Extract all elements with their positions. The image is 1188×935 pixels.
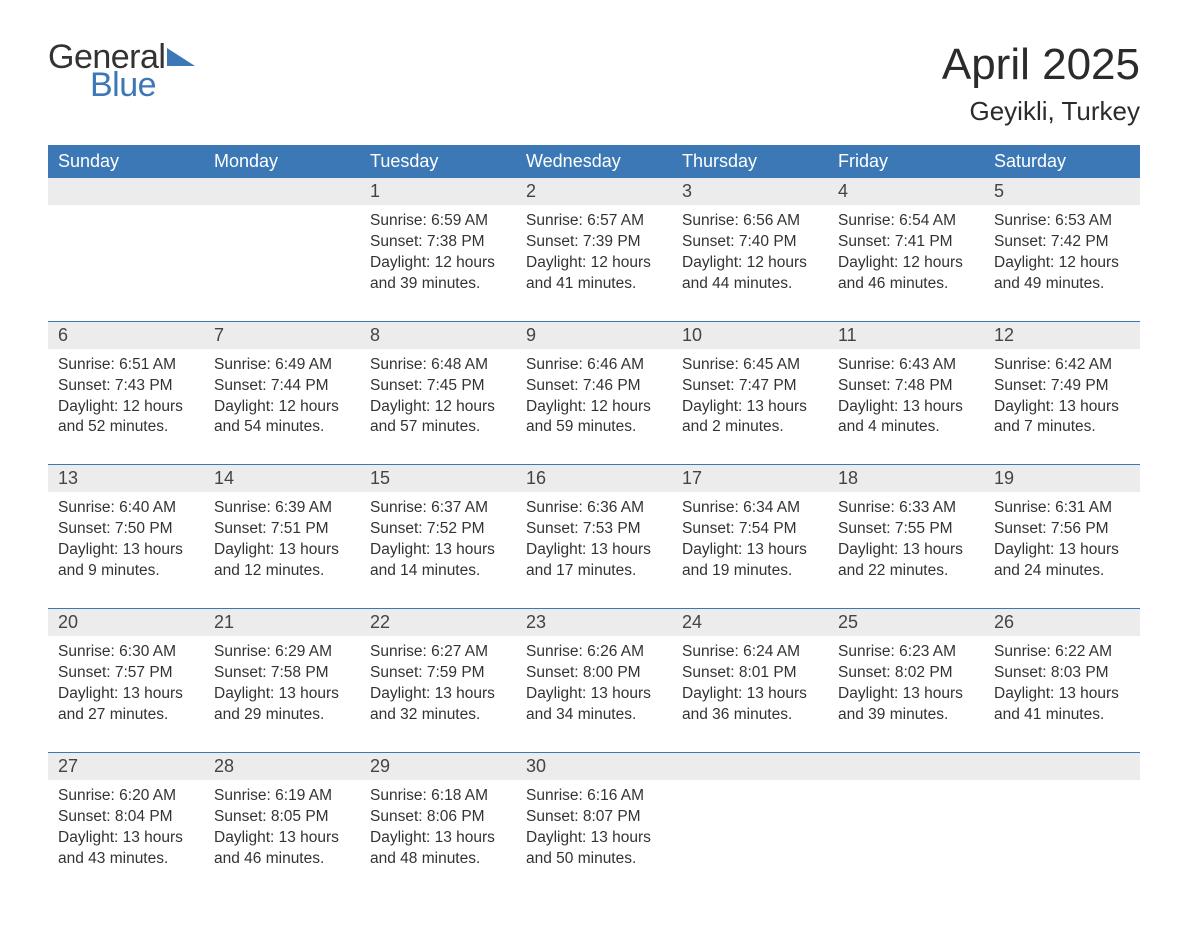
weekday-header: Thursday <box>672 145 828 178</box>
day-number-cell: 26 <box>984 609 1140 637</box>
day-number-cell: 14 <box>204 465 360 493</box>
day-content-cell <box>984 780 1140 896</box>
day-content-cell: Sunrise: 6:16 AMSunset: 8:07 PMDaylight:… <box>516 780 672 896</box>
day-content-cell: Sunrise: 6:49 AMSunset: 7:44 PMDaylight:… <box>204 349 360 465</box>
weekday-header: Monday <box>204 145 360 178</box>
day-content-cell: Sunrise: 6:29 AMSunset: 7:58 PMDaylight:… <box>204 636 360 752</box>
day-content-row: Sunrise: 6:20 AMSunset: 8:04 PMDaylight:… <box>48 780 1140 896</box>
weekday-header-row: SundayMondayTuesdayWednesdayThursdayFrid… <box>48 145 1140 178</box>
day-content-cell: Sunrise: 6:37 AMSunset: 7:52 PMDaylight:… <box>360 492 516 608</box>
day-number-cell: 25 <box>828 609 984 637</box>
day-content-cell: Sunrise: 6:54 AMSunset: 7:41 PMDaylight:… <box>828 205 984 321</box>
day-content-cell: Sunrise: 6:27 AMSunset: 7:59 PMDaylight:… <box>360 636 516 752</box>
day-number-cell <box>672 752 828 780</box>
day-number-cell: 20 <box>48 609 204 637</box>
day-content-cell: Sunrise: 6:31 AMSunset: 7:56 PMDaylight:… <box>984 492 1140 608</box>
location-label: Geyikli, Turkey <box>942 96 1140 127</box>
day-content-row: Sunrise: 6:30 AMSunset: 7:57 PMDaylight:… <box>48 636 1140 752</box>
weekday-header: Tuesday <box>360 145 516 178</box>
day-number-cell: 27 <box>48 752 204 780</box>
day-number-cell: 17 <box>672 465 828 493</box>
day-content-cell: Sunrise: 6:43 AMSunset: 7:48 PMDaylight:… <box>828 349 984 465</box>
page-header: General Blue April 2025 Geyikli, Turkey <box>48 40 1140 127</box>
day-content-row: Sunrise: 6:51 AMSunset: 7:43 PMDaylight:… <box>48 349 1140 465</box>
day-number-cell: 9 <box>516 321 672 349</box>
day-content-cell: Sunrise: 6:46 AMSunset: 7:46 PMDaylight:… <box>516 349 672 465</box>
day-content-cell: Sunrise: 6:33 AMSunset: 7:55 PMDaylight:… <box>828 492 984 608</box>
day-content-cell: Sunrise: 6:48 AMSunset: 7:45 PMDaylight:… <box>360 349 516 465</box>
day-number-cell: 19 <box>984 465 1140 493</box>
day-content-cell <box>672 780 828 896</box>
day-content-cell: Sunrise: 6:45 AMSunset: 7:47 PMDaylight:… <box>672 349 828 465</box>
day-content-cell <box>204 205 360 321</box>
day-content-cell: Sunrise: 6:51 AMSunset: 7:43 PMDaylight:… <box>48 349 204 465</box>
day-content-cell: Sunrise: 6:30 AMSunset: 7:57 PMDaylight:… <box>48 636 204 752</box>
day-number-cell: 13 <box>48 465 204 493</box>
day-number-cell: 24 <box>672 609 828 637</box>
day-number-cell: 4 <box>828 178 984 205</box>
month-title: April 2025 <box>942 40 1140 90</box>
day-number-cell: 8 <box>360 321 516 349</box>
weekday-header: Friday <box>828 145 984 178</box>
day-content-cell: Sunrise: 6:57 AMSunset: 7:39 PMDaylight:… <box>516 205 672 321</box>
day-number-cell: 28 <box>204 752 360 780</box>
day-number-row: 12345 <box>48 178 1140 205</box>
day-number-cell: 23 <box>516 609 672 637</box>
day-content-row: Sunrise: 6:59 AMSunset: 7:38 PMDaylight:… <box>48 205 1140 321</box>
day-content-cell <box>48 205 204 321</box>
day-number-cell: 3 <box>672 178 828 205</box>
day-number-cell: 10 <box>672 321 828 349</box>
weekday-header: Sunday <box>48 145 204 178</box>
day-content-cell: Sunrise: 6:19 AMSunset: 8:05 PMDaylight:… <box>204 780 360 896</box>
day-content-cell: Sunrise: 6:24 AMSunset: 8:01 PMDaylight:… <box>672 636 828 752</box>
day-content-cell <box>828 780 984 896</box>
day-number-cell: 7 <box>204 321 360 349</box>
day-number-cell: 16 <box>516 465 672 493</box>
day-number-cell: 1 <box>360 178 516 205</box>
title-block: April 2025 Geyikli, Turkey <box>942 40 1140 127</box>
day-number-cell: 11 <box>828 321 984 349</box>
brand-logo: General Blue <box>48 40 195 102</box>
day-number-row: 20212223242526 <box>48 609 1140 637</box>
day-number-cell: 22 <box>360 609 516 637</box>
day-number-cell: 15 <box>360 465 516 493</box>
brand-triangle-icon <box>167 48 195 66</box>
day-content-cell: Sunrise: 6:34 AMSunset: 7:54 PMDaylight:… <box>672 492 828 608</box>
calendar-table: SundayMondayTuesdayWednesdayThursdayFrid… <box>48 145 1140 895</box>
day-number-row: 27282930 <box>48 752 1140 780</box>
day-number-row: 6789101112 <box>48 321 1140 349</box>
day-content-row: Sunrise: 6:40 AMSunset: 7:50 PMDaylight:… <box>48 492 1140 608</box>
day-content-cell: Sunrise: 6:40 AMSunset: 7:50 PMDaylight:… <box>48 492 204 608</box>
day-content-cell: Sunrise: 6:20 AMSunset: 8:04 PMDaylight:… <box>48 780 204 896</box>
day-number-cell <box>48 178 204 205</box>
brand-word2: Blue <box>90 68 195 102</box>
day-number-cell: 18 <box>828 465 984 493</box>
day-content-cell: Sunrise: 6:39 AMSunset: 7:51 PMDaylight:… <box>204 492 360 608</box>
day-number-cell: 30 <box>516 752 672 780</box>
weekday-header: Wednesday <box>516 145 672 178</box>
day-number-cell <box>204 178 360 205</box>
day-number-cell <box>984 752 1140 780</box>
day-number-cell: 12 <box>984 321 1140 349</box>
day-content-cell: Sunrise: 6:23 AMSunset: 8:02 PMDaylight:… <box>828 636 984 752</box>
day-number-cell: 5 <box>984 178 1140 205</box>
day-content-cell: Sunrise: 6:22 AMSunset: 8:03 PMDaylight:… <box>984 636 1140 752</box>
day-content-cell: Sunrise: 6:42 AMSunset: 7:49 PMDaylight:… <box>984 349 1140 465</box>
day-number-cell: 29 <box>360 752 516 780</box>
day-content-cell: Sunrise: 6:18 AMSunset: 8:06 PMDaylight:… <box>360 780 516 896</box>
day-content-cell: Sunrise: 6:56 AMSunset: 7:40 PMDaylight:… <box>672 205 828 321</box>
day-content-cell: Sunrise: 6:59 AMSunset: 7:38 PMDaylight:… <box>360 205 516 321</box>
day-number-cell: 2 <box>516 178 672 205</box>
day-number-cell: 21 <box>204 609 360 637</box>
day-content-cell: Sunrise: 6:36 AMSunset: 7:53 PMDaylight:… <box>516 492 672 608</box>
day-number-row: 13141516171819 <box>48 465 1140 493</box>
day-number-cell <box>828 752 984 780</box>
weekday-header: Saturday <box>984 145 1140 178</box>
day-content-cell: Sunrise: 6:53 AMSunset: 7:42 PMDaylight:… <box>984 205 1140 321</box>
day-number-cell: 6 <box>48 321 204 349</box>
day-content-cell: Sunrise: 6:26 AMSunset: 8:00 PMDaylight:… <box>516 636 672 752</box>
